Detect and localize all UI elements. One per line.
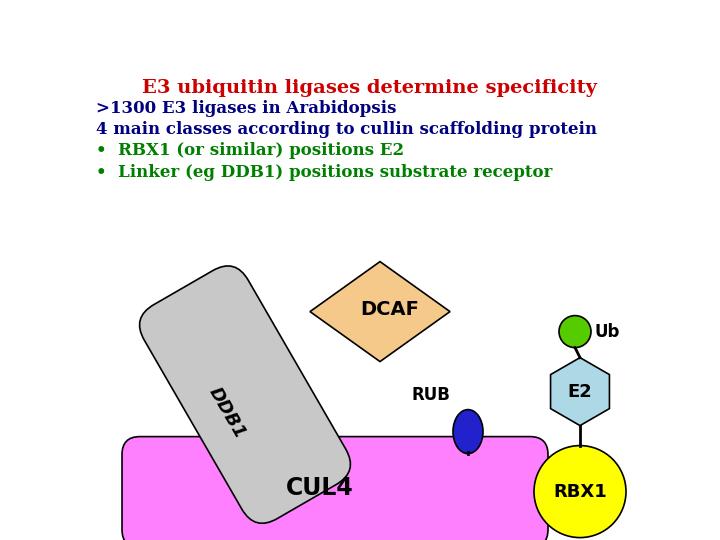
Text: DCAF: DCAF bbox=[361, 300, 420, 319]
Ellipse shape bbox=[453, 410, 483, 454]
Text: RUB: RUB bbox=[411, 386, 450, 403]
Text: Ub: Ub bbox=[595, 322, 621, 341]
Text: E2: E2 bbox=[567, 383, 593, 401]
FancyBboxPatch shape bbox=[140, 266, 351, 523]
Text: >1300 E3 ligases in Arabidopsis: >1300 E3 ligases in Arabidopsis bbox=[96, 100, 396, 117]
FancyBboxPatch shape bbox=[122, 437, 548, 540]
Polygon shape bbox=[310, 261, 450, 362]
Text: CUL4: CUL4 bbox=[286, 476, 354, 500]
Circle shape bbox=[559, 315, 591, 348]
Text: 4 main classes according to cullin scaffolding protein: 4 main classes according to cullin scaff… bbox=[96, 121, 597, 138]
Circle shape bbox=[534, 446, 626, 538]
Text: RBX1: RBX1 bbox=[553, 483, 607, 501]
Polygon shape bbox=[551, 357, 609, 426]
Text: •  Linker (eg DDB1) positions substrate receptor: • Linker (eg DDB1) positions substrate r… bbox=[96, 164, 552, 181]
Text: E3 ubiquitin ligases determine specificity: E3 ubiquitin ligases determine specifici… bbox=[142, 79, 596, 97]
Text: DDB1: DDB1 bbox=[205, 384, 249, 442]
Text: •  RBX1 (or similar) positions E2: • RBX1 (or similar) positions E2 bbox=[96, 141, 404, 159]
